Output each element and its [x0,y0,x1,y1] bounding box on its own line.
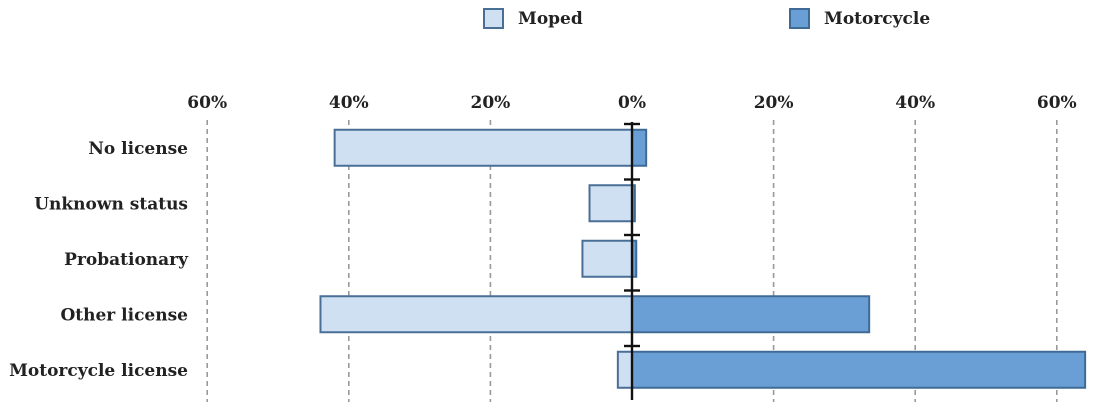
category-label: Other license [60,305,188,325]
bar-moped [616,350,634,389]
bar-moped [333,128,633,167]
x-tick-label: 20% [754,93,794,113]
label-layer: 60% 40% 20% 0% 20% 40% 60% No license Unknown st… [9,93,1077,381]
x-tick-label: 40% [329,93,369,113]
bar-moped [581,239,634,278]
category-label: Probationary [64,250,189,270]
x-tick-label: 60% [1037,93,1077,113]
bar-motorcycle [631,350,1087,389]
x-tick-label: 0% [618,93,646,113]
bar-motorcycle [631,295,871,334]
bar-moped [588,184,634,223]
legend-swatch-moped [483,8,504,29]
legend-label-moped: Moped [518,9,583,29]
legend-swatch-motorcycle [789,8,810,29]
legend: Moped Motorcycle [483,8,930,29]
legend-label-motorcycle: Motorcycle [824,9,930,29]
category-label: Unknown status [34,194,188,214]
x-tick-label: 20% [470,93,510,113]
axis-layer [624,122,640,400]
category-label: No license [88,139,188,159]
bar-motorcycle [631,128,648,167]
bar-moped [319,295,633,334]
x-tick-label: 40% [895,93,935,113]
category-label: Motorcycle license [9,361,188,381]
x-tick-label: 60% [187,93,227,113]
bar-layer [319,128,1087,389]
